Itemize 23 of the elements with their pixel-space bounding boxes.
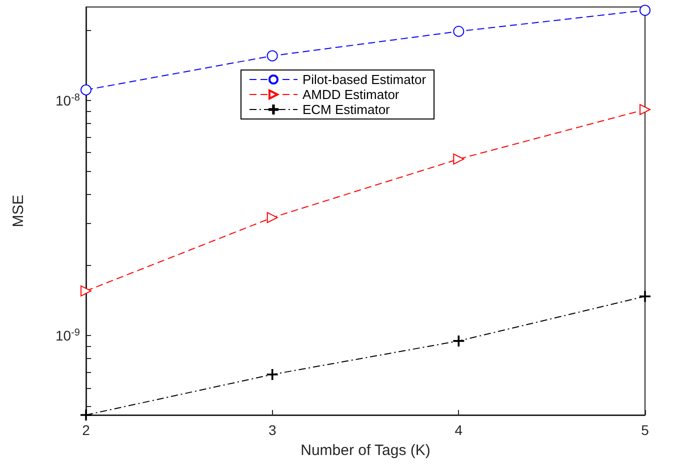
point <box>266 50 278 62</box>
legend-label: AMDD Estimator <box>302 87 400 102</box>
y-axis-title: MSE <box>10 194 27 228</box>
x-axis-title: Number of Tags (K) <box>300 442 430 459</box>
point <box>80 285 92 296</box>
point <box>80 84 92 96</box>
y-tick-label: 10$^{-8}$ <box>56 92 80 109</box>
y-tick-label: 10$^{-9}$ <box>56 327 80 344</box>
x-tick-label: 4 <box>454 422 463 438</box>
point <box>80 410 92 420</box>
legend-label: Pilot-based Estimator <box>302 72 427 87</box>
point <box>266 212 278 224</box>
x-tick-label: 3 <box>268 422 276 438</box>
point <box>640 290 650 302</box>
x-tick-label: 5 <box>641 422 650 438</box>
point <box>453 26 464 37</box>
point <box>266 368 278 380</box>
x-tick-label: 2 <box>82 422 90 438</box>
point <box>453 154 464 165</box>
point <box>640 4 650 16</box>
legend-label: ECM Estimator <box>302 102 391 117</box>
point <box>453 335 464 346</box>
point <box>640 104 650 116</box>
